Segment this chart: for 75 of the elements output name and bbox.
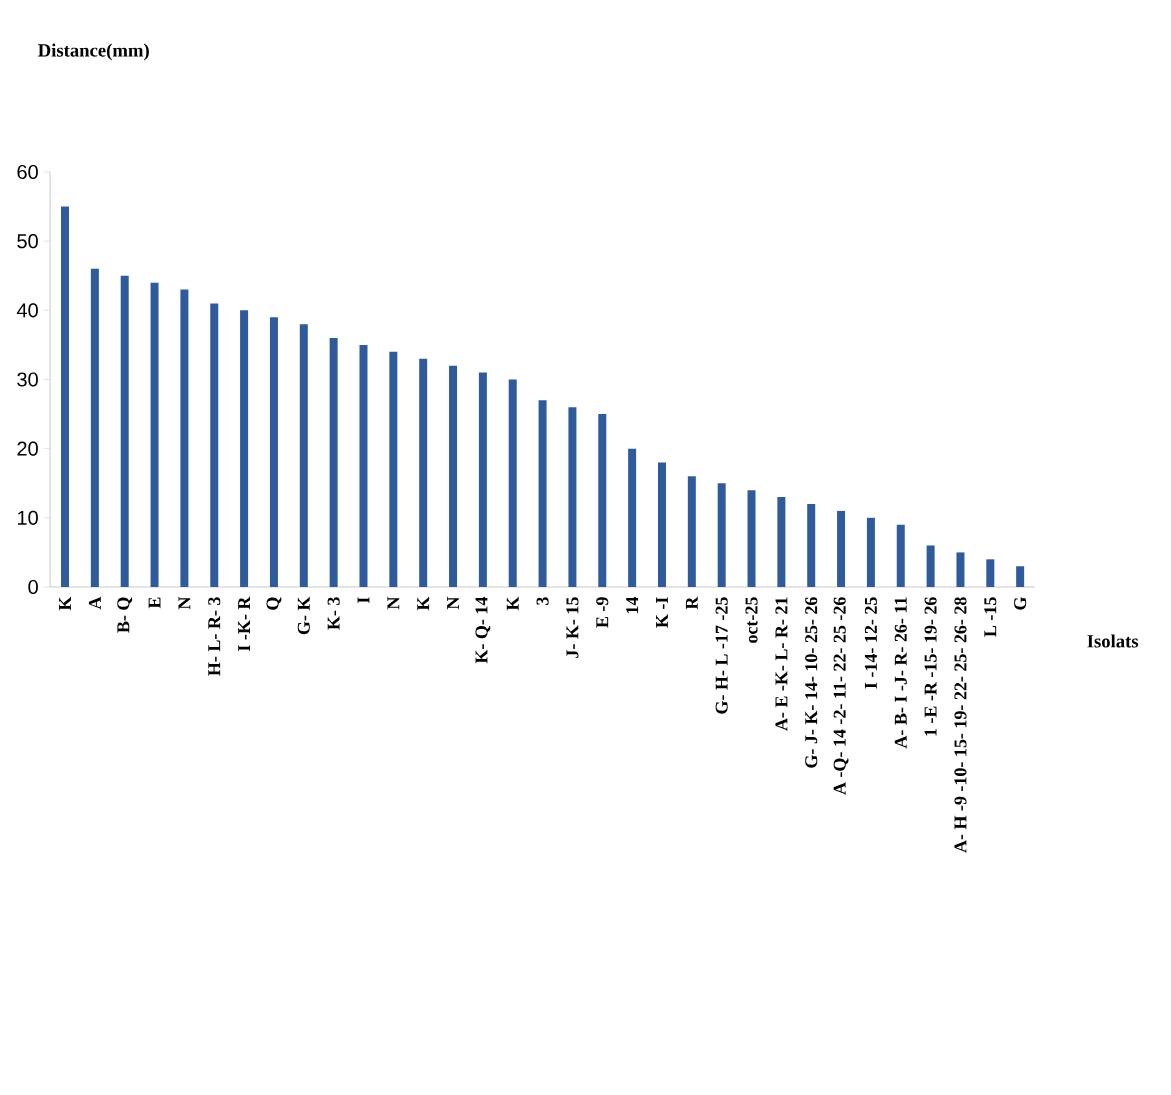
bar — [837, 510, 846, 587]
x-tick-label: I -14- 12- 25 — [864, 597, 877, 689]
x-tick-label: L -15 — [984, 597, 997, 637]
x-tick-label: I -K- R — [238, 596, 250, 651]
y-tick-label: 10 — [17, 510, 38, 525]
bar — [240, 310, 249, 587]
bar — [329, 337, 338, 587]
bar — [180, 289, 189, 587]
x-tick-label: N — [447, 596, 459, 610]
x-tick-label: K — [59, 596, 71, 611]
x-tick-label: K — [417, 596, 430, 611]
bar — [449, 365, 458, 587]
x-tick-label: A -Q- 14 -2- 11- 22- 25 -26 — [833, 597, 849, 795]
bar — [508, 379, 517, 587]
x-tick-label: K -I — [656, 597, 668, 628]
x-axis-title: Isolats — [1087, 634, 1139, 648]
bar — [956, 552, 965, 587]
bar — [90, 268, 99, 587]
y-tick-label: 40 — [16, 303, 38, 318]
x-tick-label: G — [1014, 597, 1027, 610]
x-tick-label: E — [148, 597, 161, 609]
x-tick-label: A- H -9 -10- 15- 19- 22- 25- 26- 28 — [954, 597, 967, 853]
bar — [687, 476, 696, 587]
bar — [359, 344, 368, 587]
y-tick-label: 20 — [17, 441, 38, 456]
bar — [628, 448, 637, 587]
y-tick-label: 30 — [17, 372, 38, 387]
text: Distance(mm) — [38, 43, 149, 61]
x-tick-label: 14 — [626, 596, 639, 614]
bar — [717, 483, 726, 587]
y-tick-label: 0 — [28, 579, 38, 595]
bar — [986, 559, 995, 587]
x-tick-label: H- L- R- 3 — [208, 597, 221, 676]
x-tick-label: I — [357, 597, 370, 603]
bar — [926, 545, 935, 587]
bar — [538, 400, 547, 587]
x-tick-label: K- 3 — [327, 597, 340, 630]
x-tick-label: 3 — [536, 597, 549, 605]
y-tick-label: 60 — [17, 164, 38, 180]
bar — [269, 317, 278, 587]
bar — [120, 275, 129, 587]
x-tick-label: E -9 — [596, 597, 609, 628]
x-tick-label: K- Q- 14 — [475, 596, 491, 664]
bar — [598, 414, 607, 587]
bar — [210, 303, 219, 587]
x-tick-label: Q — [266, 597, 282, 610]
bar — [1016, 566, 1025, 587]
x-tick-label: G- J- K- 14- 10- 25- 26 — [805, 597, 818, 768]
bar — [150, 282, 159, 587]
x-tick-label: 1 -E -R -15- 19- 26 — [924, 597, 937, 736]
bar — [419, 358, 428, 587]
x-tick-label: A- E -K- L- R- 21 — [775, 597, 788, 731]
bar — [866, 517, 875, 587]
bar — [747, 490, 756, 587]
bar — [777, 497, 786, 587]
bar — [389, 351, 398, 587]
x-tick-label: K — [506, 596, 519, 611]
x-tick-label: R — [685, 596, 698, 610]
bar — [657, 462, 666, 587]
bar — [568, 407, 577, 587]
y-tick-label: 50 — [17, 234, 38, 249]
bar — [61, 206, 70, 587]
bar — [896, 524, 905, 587]
x-tick-label: G- K — [297, 596, 310, 635]
bar — [478, 372, 487, 587]
bar — [807, 503, 816, 587]
x-tick-label: B- Q — [117, 597, 133, 633]
x-tick-label: A — [88, 596, 101, 610]
x-tick-label: G- H- L -17 -25 — [715, 597, 728, 714]
x-tick-label: A- B- I -J- R- 26- 11 — [894, 597, 907, 749]
x-tick-label: oct-25 — [745, 597, 758, 643]
x-tick-label: J- K- 15 — [566, 597, 579, 658]
bar — [299, 324, 308, 587]
x-tick-label: N — [178, 596, 191, 610]
x-tick-label: N — [387, 596, 400, 610]
